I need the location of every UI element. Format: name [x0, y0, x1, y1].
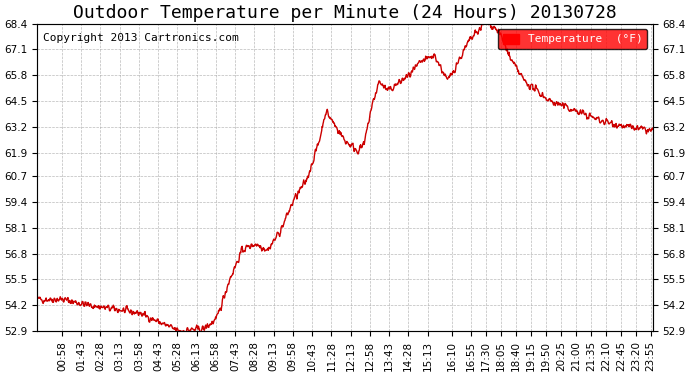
Legend: Temperature  (°F): Temperature (°F): [498, 29, 647, 49]
Text: Copyright 2013 Cartronics.com: Copyright 2013 Cartronics.com: [43, 33, 239, 43]
Title: Outdoor Temperature per Minute (24 Hours) 20130728: Outdoor Temperature per Minute (24 Hours…: [73, 4, 617, 22]
